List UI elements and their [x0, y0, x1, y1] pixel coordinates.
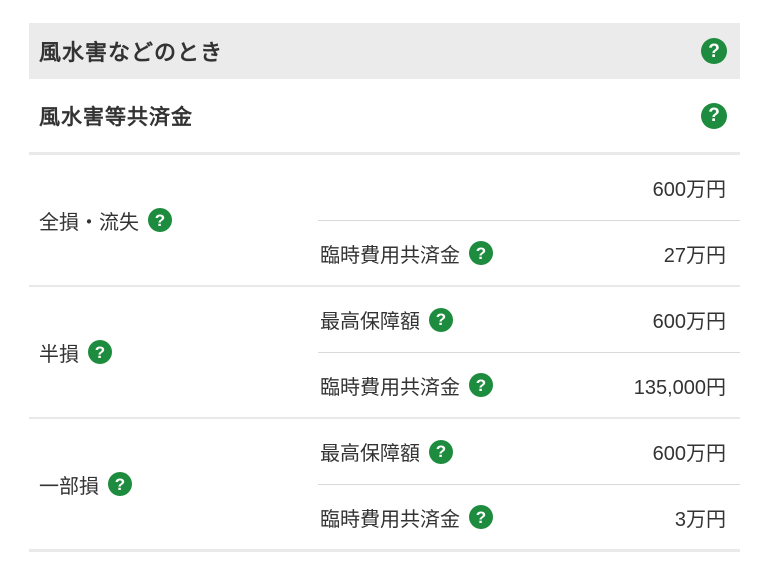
- help-icon[interactable]: ?: [148, 208, 172, 232]
- sub-row: 臨時費用共済金 ? 135,000円: [318, 352, 740, 417]
- table-row: 半損 ? 最高保障額 ? 600万円 臨時費用共済金 ? 135,000円: [29, 287, 740, 419]
- table-row: 全損・流失 ? 600万円 臨時費用共済金 ? 27万円: [29, 155, 740, 287]
- help-icon[interactable]: ?: [701, 38, 727, 64]
- help-icon[interactable]: ?: [429, 307, 453, 332]
- row-label: 全損・流失 ?: [29, 155, 318, 285]
- row-label: 半損 ?: [29, 287, 318, 417]
- sub-row-value: 135,000円: [633, 376, 726, 399]
- sub-row-value: 600万円: [652, 311, 726, 333]
- sub-row-label: 臨時費用共済金 ?: [320, 503, 493, 532]
- sub-row-label-text: 最高保障額: [320, 443, 420, 465]
- benefit-heading-row: 風水害等共済金 ?: [29, 79, 740, 155]
- sub-row-label: 最高保障額 ?: [320, 305, 453, 334]
- sub-row-label-text: 最高保障額: [320, 311, 420, 333]
- section-header-title: 風水害などのとき: [39, 40, 224, 65]
- sub-row-label: 臨時費用共済金 ?: [320, 371, 493, 400]
- sub-row-value: 27万円: [663, 244, 726, 267]
- help-icon[interactable]: ?: [469, 373, 493, 397]
- sub-rows: 600万円 臨時費用共済金 ? 27万円: [318, 155, 740, 285]
- row-label-text: 一部損: [39, 475, 99, 498]
- help-icon[interactable]: ?: [701, 102, 727, 129]
- sub-row-value: 600万円: [652, 179, 726, 201]
- row-label-text: 全損・流失: [39, 211, 139, 234]
- row-label: 一部損 ?: [29, 419, 318, 549]
- sub-row-label: 最高保障額 ?: [320, 437, 453, 466]
- row-label-text: 半損: [39, 343, 79, 366]
- sub-row-label: 臨時費用共済金 ?: [320, 239, 493, 268]
- sub-row: 最高保障額 ? 600万円: [318, 419, 740, 484]
- sub-row-label-text: 臨時費用共済金: [320, 244, 460, 267]
- help-icon[interactable]: ?: [108, 472, 132, 496]
- sub-row-label-text: 臨時費用共済金: [320, 508, 460, 531]
- sub-row: 臨時費用共済金 ? 27万円: [318, 220, 740, 285]
- sub-row-value: 600万円: [652, 443, 726, 465]
- sub-row: 臨時費用共済金 ? 3万円: [318, 484, 740, 549]
- benefit-table: 全損・流失 ? 600万円 臨時費用共済金 ? 27万円 半損: [29, 155, 740, 552]
- help-icon[interactable]: ?: [88, 340, 112, 364]
- sub-rows: 最高保障額 ? 600万円 臨時費用共済金 ? 135,000円: [318, 287, 740, 417]
- table-row: 一部損 ? 最高保障額 ? 600万円 臨時費用共済金 ? 3万円: [29, 419, 740, 552]
- section-header: 風水害などのとき ?: [29, 23, 740, 79]
- benefit-heading-title: 風水害等共済金: [39, 105, 193, 129]
- sub-row-label-text: 臨時費用共済金: [320, 376, 460, 399]
- sub-row: 600万円: [318, 155, 740, 220]
- help-icon[interactable]: ?: [469, 505, 493, 529]
- sub-row: 最高保障額 ? 600万円: [318, 287, 740, 352]
- sub-rows: 最高保障額 ? 600万円 臨時費用共済金 ? 3万円: [318, 419, 740, 549]
- wind-flood-damage-section: 風水害などのとき ? 風水害等共済金 ? 全損・流失 ? 600万円 臨時費用共…: [29, 23, 740, 552]
- help-icon[interactable]: ?: [429, 439, 453, 464]
- help-icon[interactable]: ?: [469, 241, 493, 265]
- sub-row-value: 3万円: [674, 508, 726, 531]
